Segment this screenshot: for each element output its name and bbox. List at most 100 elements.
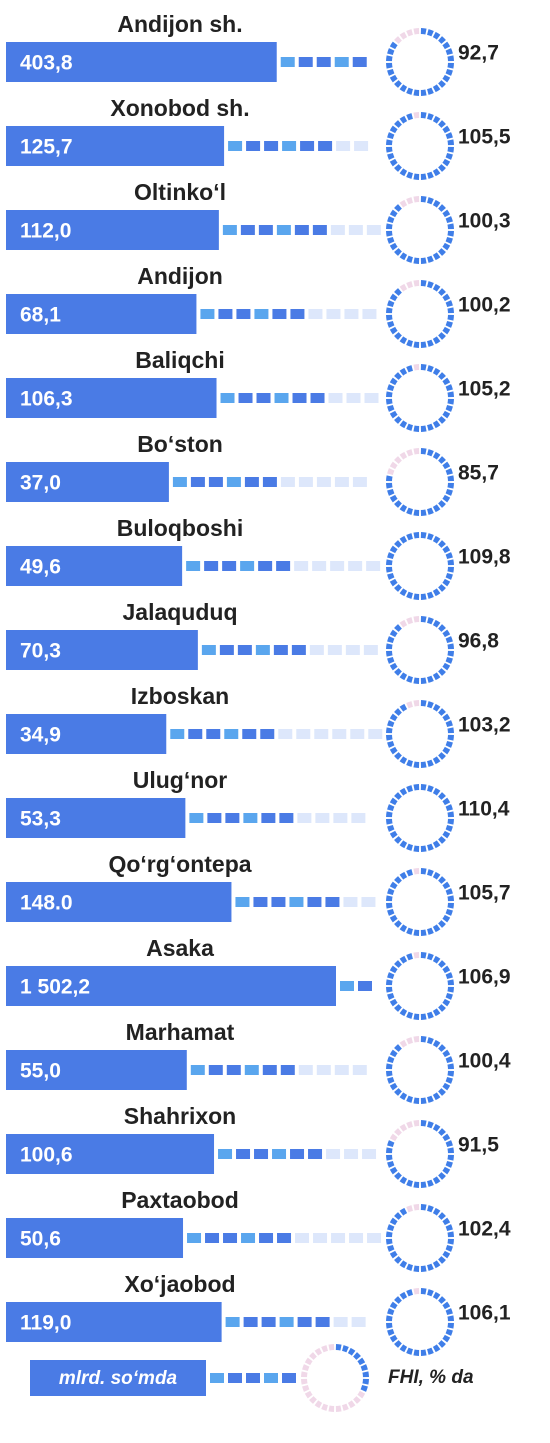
ring-segment (426, 785, 434, 793)
connector-dash (201, 645, 216, 655)
ring-segment (386, 902, 393, 909)
ring-segment (328, 1405, 335, 1412)
ring-segment (445, 720, 453, 728)
ring-segment (406, 365, 414, 373)
ring-segment (394, 456, 402, 464)
ring-segment (426, 591, 434, 599)
ring-segment (347, 1400, 356, 1409)
ring-segment (445, 68, 453, 76)
ring-segment (389, 578, 398, 587)
ring-segment (426, 1347, 434, 1355)
ring-segment (394, 1088, 402, 1096)
ring-segment (442, 998, 451, 1007)
ring-segment (438, 80, 446, 88)
ring-segment (399, 1123, 408, 1132)
ring-segment (445, 1328, 453, 1336)
ring-segment (445, 1160, 453, 1168)
ring-segment (387, 740, 395, 748)
district-name: Oltinko‘l (134, 179, 226, 205)
ring-segment (387, 216, 395, 224)
ring-segment (413, 28, 420, 35)
ring-segment (386, 818, 393, 825)
ring-segment (442, 914, 451, 923)
ring-segment (406, 1179, 414, 1187)
ring-segment (438, 1172, 446, 1180)
ring-segment (438, 876, 446, 884)
ring-segment (394, 540, 402, 548)
connector-dash (362, 309, 377, 319)
ring-segment (442, 1334, 451, 1343)
ring-segment (406, 927, 414, 935)
connector-dash (351, 813, 366, 823)
ring-segment (387, 1244, 395, 1252)
bar (6, 630, 198, 670)
ring-segment (406, 953, 414, 961)
ring-segment (447, 1070, 454, 1077)
ring-segment (432, 871, 441, 880)
ring-segment (438, 120, 446, 128)
ring-segment (420, 784, 427, 791)
ring-segment (309, 1352, 317, 1360)
percent-label: 92,7 (458, 42, 499, 65)
ring-segment (445, 132, 453, 140)
ring-segment (387, 300, 395, 308)
connector-dash (344, 1149, 359, 1159)
connector-dash (276, 561, 291, 571)
ring-segment (357, 1357, 366, 1366)
bar-value-label: 34,9 (20, 724, 61, 747)
ring-segment (426, 617, 434, 625)
connector-dash (333, 1317, 348, 1327)
ring-segment (406, 1011, 414, 1019)
ring-segment (432, 420, 441, 429)
ring-segment (445, 804, 453, 812)
ring-segment (389, 1082, 398, 1091)
ring-segment (394, 752, 402, 760)
connector-dash (259, 1233, 274, 1243)
ring-segment (447, 62, 454, 69)
connector-dash (313, 1233, 328, 1243)
connector-dash (366, 561, 381, 571)
ring-segment (432, 619, 441, 628)
ring-segment (413, 1097, 420, 1104)
ring-segment (386, 1154, 393, 1161)
connector-dash (207, 813, 222, 823)
connector-dash (327, 645, 342, 655)
connector-dash (333, 813, 348, 823)
ring-segment (420, 952, 427, 959)
ring-segment (420, 1349, 427, 1356)
bar (6, 966, 336, 1006)
ring-segment (432, 1344, 441, 1353)
ring-segment (438, 456, 446, 464)
ring-segment (420, 448, 427, 455)
connector-dash (315, 1317, 330, 1327)
ring (386, 868, 454, 936)
ring-segment (387, 1140, 395, 1148)
ring-segment (442, 1301, 451, 1310)
ring-segment (389, 830, 398, 839)
ring-segment (432, 115, 441, 124)
connector-dash (331, 1233, 346, 1243)
connector-dash (336, 141, 351, 151)
connector-dash (271, 897, 286, 907)
ring-segment (387, 1076, 395, 1084)
ring-segment (389, 797, 398, 806)
ring-segment (389, 1049, 398, 1058)
ring-segment (335, 1405, 342, 1412)
connector-dash (219, 645, 234, 655)
ring-segment (399, 672, 408, 681)
ring-segment (394, 288, 402, 296)
district-name: Ulug‘nor (133, 767, 228, 793)
ring-segment (447, 482, 454, 489)
ring-segment (426, 1011, 434, 1019)
ring-segment (386, 727, 393, 734)
bar (6, 294, 197, 334)
connector-dash (298, 477, 313, 487)
ring-segment (389, 914, 398, 923)
ring-segment (432, 588, 441, 597)
ring-segment (442, 629, 451, 638)
ring-segment (442, 1166, 451, 1175)
ring-segment (387, 468, 395, 476)
ring-segment (438, 708, 446, 716)
ring-segment (438, 752, 446, 760)
connector-dash (278, 729, 293, 739)
